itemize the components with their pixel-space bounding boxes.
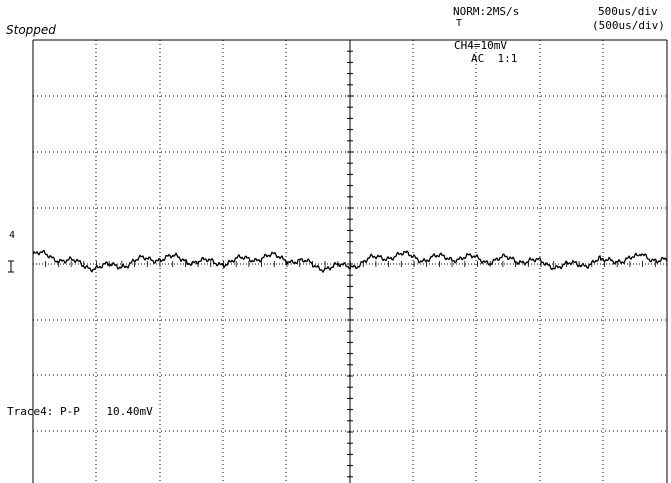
channel-scale: CH4=10mV [454,39,507,52]
channel-4-marker: 4 [9,230,15,241]
trigger-position-marker: T [456,18,463,29]
acquisition-status: Stopped [6,23,56,37]
channel-coupling: AC 1:1 [471,52,518,65]
timebase-label: 500us/div [598,5,658,18]
graticule-grid [32,39,668,483]
measurement-readout: Trace4: P-P 10.40mV [7,405,153,418]
channel-4-trace [32,249,668,273]
timebase-setting: (500us/div) [592,19,665,32]
acquisition-mode: NORM:2MS/s [453,5,520,18]
ground-level-marker [8,260,14,273]
